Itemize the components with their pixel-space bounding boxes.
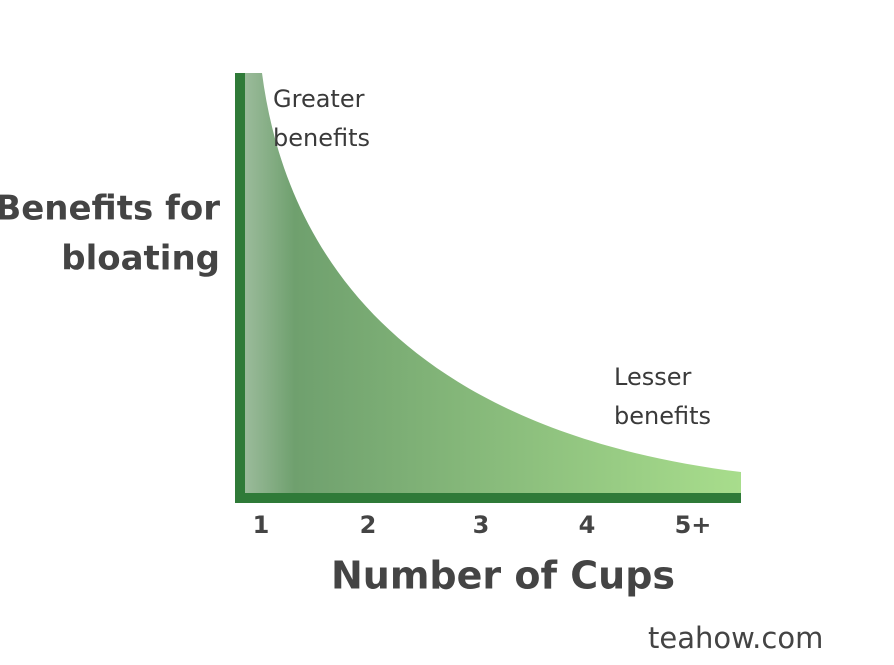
annotation: benefits bbox=[273, 124, 370, 152]
x-tick-label: 4 bbox=[579, 511, 596, 539]
x-tick-label: 1 bbox=[253, 511, 270, 539]
annotation: Greater bbox=[273, 85, 365, 113]
benefit-curve bbox=[245, 73, 741, 494]
x-tick-label: 5+ bbox=[675, 511, 712, 539]
x-tick-label: 3 bbox=[473, 511, 490, 539]
y-label: bloating bbox=[61, 239, 220, 279]
x-label: Number of Cups bbox=[331, 554, 675, 598]
x-tick-label: 2 bbox=[360, 511, 377, 539]
y-axis bbox=[235, 73, 245, 503]
annotation: Lesser bbox=[614, 363, 691, 391]
y-label: Benefits for bbox=[0, 189, 220, 229]
watermark: teahow.com bbox=[648, 621, 823, 655]
x-axis bbox=[235, 493, 741, 503]
annotation: benefits bbox=[614, 402, 711, 430]
